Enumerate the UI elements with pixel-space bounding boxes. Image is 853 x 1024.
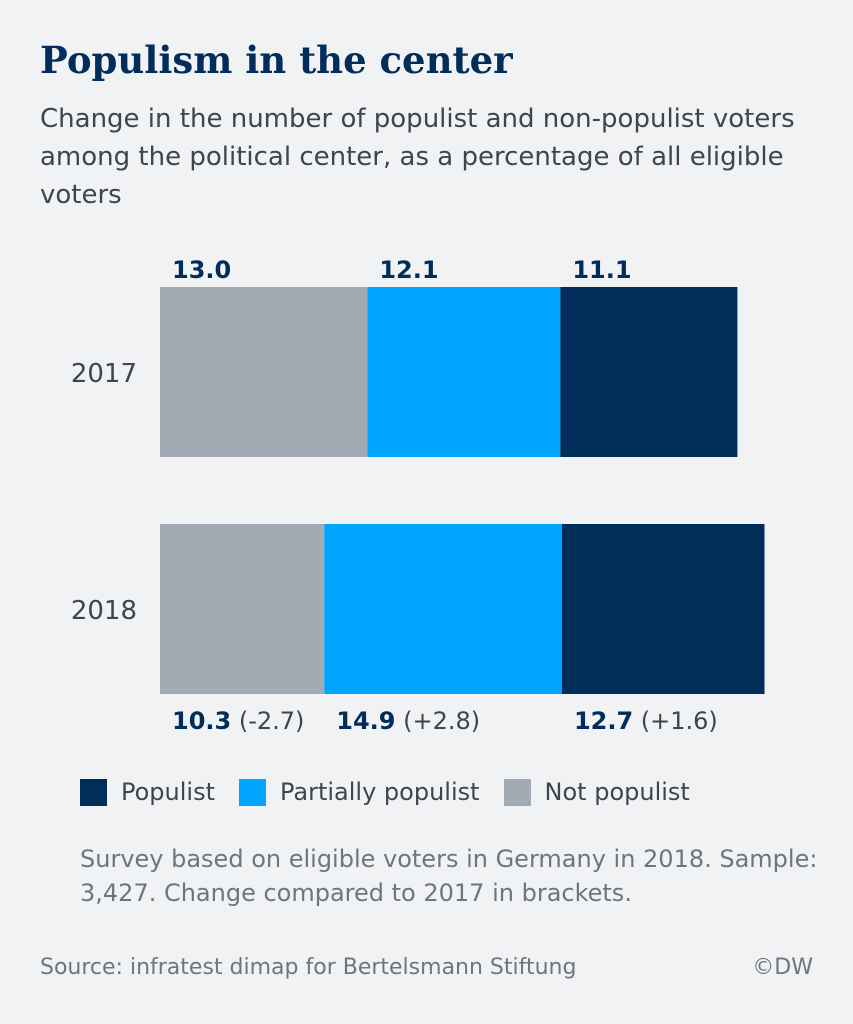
legend-item-not-populist: Not populist (503, 778, 690, 806)
data-label-2017-not-populist: 13.0 (172, 256, 231, 284)
legend: Populist Partially populist Not populist (80, 778, 714, 806)
bar-2018-not-populist (160, 524, 325, 694)
legend-swatch-partially-populist (239, 778, 266, 806)
data-label-2018-not-populist: 10.3 (-2.7) (172, 707, 304, 735)
legend-swatch-populist (80, 778, 107, 806)
chart-subtitle: Change in the number of populist and non… (40, 104, 795, 210)
survey-note: Survey based on eligible voters in Germa… (80, 845, 818, 907)
stacked-bar-chart: 2017 13.0 12.1 11.1 2018 10.3 (-2.7) 14.9 (+2.… (71, 256, 765, 735)
legend-swatch-not-populist (503, 778, 531, 806)
data-label-2018-partially-populist: 14.9 (+2.8) (336, 707, 480, 735)
legend-item-populist: Populist (80, 778, 215, 806)
bar-2017-populist (560, 287, 738, 457)
bar-2017-not-populist (160, 287, 368, 457)
bar-2018-populist (561, 524, 765, 694)
bar-2018-partially-populist (324, 524, 562, 694)
category-label-2018: 2018 (71, 596, 137, 626)
credit-dw: ©DW (752, 955, 813, 980)
chart-title: Populism in the center (40, 38, 513, 82)
legend-label-partially-populist: Partially populist (280, 778, 480, 806)
legend-label-populist: Populist (121, 778, 215, 806)
source-text: Source: infratest dimap for Bertelsmann … (40, 955, 577, 980)
legend-item-partially-populist: Partially populist (239, 778, 480, 806)
data-label-2018-populist: 12.7 (+1.6) (574, 707, 718, 735)
data-label-2017-populist: 11.1 (572, 256, 631, 284)
bar-2017-partially-populist (367, 287, 561, 457)
category-label-2017: 2017 (71, 359, 137, 389)
data-label-2017-partially-populist: 12.1 (379, 256, 438, 284)
legend-label-not-populist: Not populist (544, 778, 690, 806)
